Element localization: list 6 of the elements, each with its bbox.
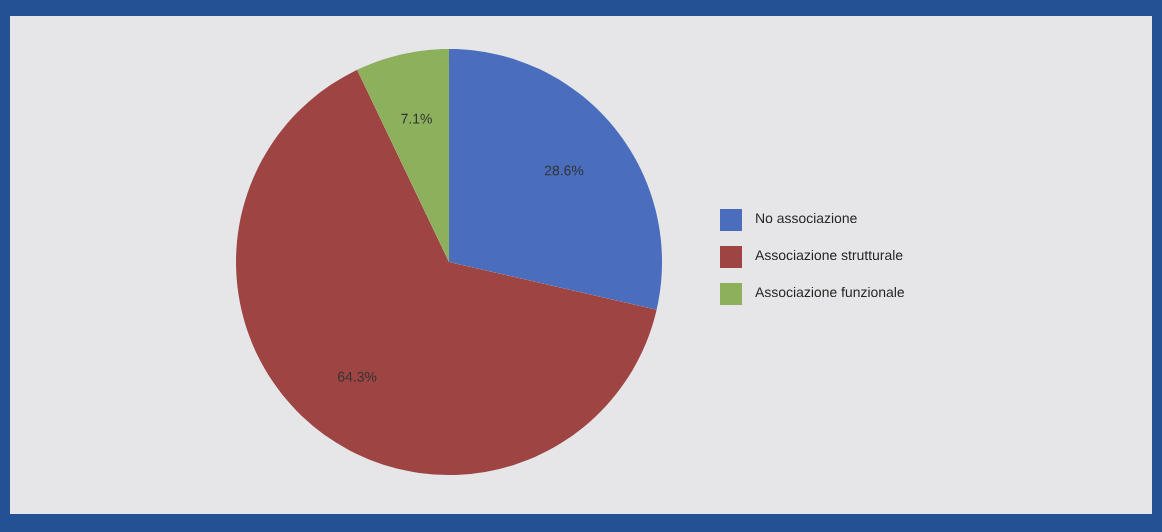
data-label: 64.3% — [338, 371, 377, 382]
legend-label: No associazione — [756, 212, 857, 224]
data-label: 28.6% — [544, 165, 584, 176]
legend-label: Associazione strutturale — [755, 249, 903, 261]
data-label: 7.1% — [401, 113, 432, 124]
legend-label: Associazione funzionale — [755, 286, 905, 298]
